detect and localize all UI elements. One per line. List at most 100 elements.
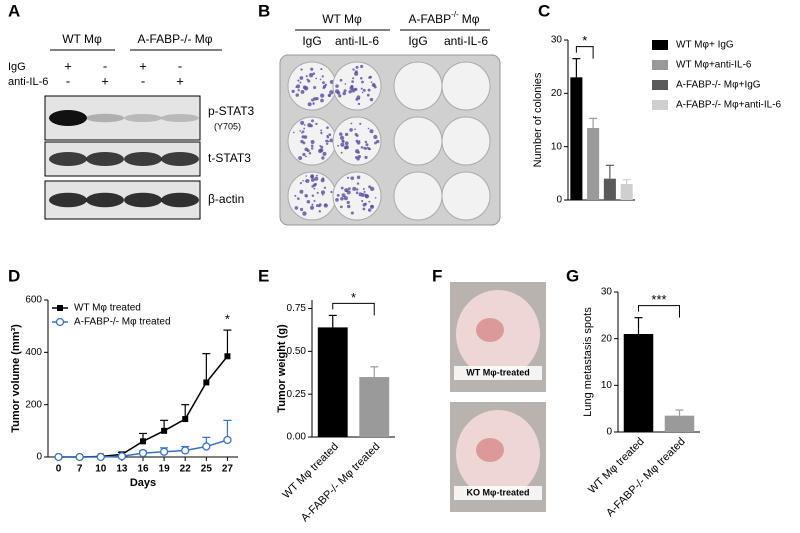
colony xyxy=(360,146,364,149)
colony xyxy=(370,81,373,84)
colony xyxy=(367,127,370,130)
colony xyxy=(354,88,357,90)
colony xyxy=(358,192,363,197)
significance-bracket xyxy=(332,302,375,316)
colony xyxy=(374,141,377,145)
x-tick-label: 16 xyxy=(137,464,149,475)
colony xyxy=(293,131,295,134)
point xyxy=(140,438,146,445)
point xyxy=(55,317,65,327)
colony xyxy=(304,180,307,182)
colony xyxy=(311,203,314,206)
colony xyxy=(325,142,329,145)
colony xyxy=(296,197,300,201)
colony xyxy=(307,102,312,107)
colony xyxy=(357,154,361,159)
y-tick-label: 0.75 xyxy=(287,303,307,314)
blot-band xyxy=(124,114,162,122)
plate-column: IgG xyxy=(302,34,321,48)
point xyxy=(224,353,231,360)
bar xyxy=(664,415,695,432)
well xyxy=(441,61,491,111)
legend-swatch xyxy=(652,40,668,50)
colony xyxy=(319,78,322,81)
point xyxy=(182,416,189,423)
blot-band xyxy=(86,152,124,166)
colony xyxy=(365,143,369,147)
plate-group: A-FABP-/- Mφ xyxy=(408,10,479,26)
colony xyxy=(343,145,348,150)
point xyxy=(75,452,84,462)
group-name: A-FABP xyxy=(408,12,451,26)
bar xyxy=(623,334,654,432)
well xyxy=(441,116,491,166)
colony xyxy=(299,182,302,185)
band-label: (Y705) xyxy=(214,121,241,131)
colony xyxy=(349,128,353,132)
blot-group: A-FABP-/- Mφ xyxy=(137,32,212,46)
panel-label: B xyxy=(258,1,270,20)
bar xyxy=(587,128,600,200)
colony xyxy=(320,93,325,98)
colony xyxy=(361,80,364,84)
blot-band xyxy=(161,152,199,166)
colony xyxy=(339,205,343,209)
colony xyxy=(356,140,361,145)
blot-band xyxy=(86,113,124,123)
colony xyxy=(346,190,351,195)
point xyxy=(203,379,210,386)
colony xyxy=(351,80,354,84)
well xyxy=(332,61,382,111)
colony xyxy=(355,191,359,194)
colony xyxy=(325,139,329,143)
x-tick-label: 22 xyxy=(180,464,192,475)
colony xyxy=(357,102,361,106)
colony xyxy=(336,194,340,197)
colony xyxy=(299,81,302,84)
colony xyxy=(315,174,318,177)
legend-swatch xyxy=(652,100,668,110)
colony xyxy=(360,76,363,80)
colony xyxy=(346,200,350,205)
colony xyxy=(303,124,306,126)
colony xyxy=(364,140,368,144)
x-tick-label: 7 xyxy=(77,464,83,475)
band-label: β-actin xyxy=(208,192,244,206)
lung-spot xyxy=(476,438,504,462)
colony xyxy=(291,89,295,93)
blot-band xyxy=(161,192,199,208)
colony xyxy=(337,144,340,147)
significance-label: *** xyxy=(651,292,666,307)
colony xyxy=(339,78,343,82)
colony xyxy=(344,132,349,137)
blot-group: WT Mφ xyxy=(62,32,102,46)
treatment-mark: - xyxy=(178,58,182,73)
colony xyxy=(362,88,366,92)
colony xyxy=(360,64,364,69)
colony xyxy=(348,90,352,94)
colony xyxy=(316,191,319,194)
bar xyxy=(620,184,633,200)
colony xyxy=(350,211,354,215)
bar xyxy=(359,377,390,437)
colony xyxy=(364,193,367,196)
y-tick-label: 10 xyxy=(551,141,563,152)
photo-caption: KO Mφ-treated xyxy=(467,487,530,497)
x-tick-label: 19 xyxy=(159,464,171,475)
colony xyxy=(313,187,316,190)
plate-column: IgG xyxy=(408,34,427,48)
blot-band xyxy=(49,110,87,126)
point xyxy=(54,452,63,462)
y-tick-label: 0.50 xyxy=(287,346,307,357)
point xyxy=(57,305,63,311)
y-tick-label: 30 xyxy=(551,35,563,46)
colony xyxy=(367,208,372,212)
y-tick-label: 20 xyxy=(551,88,563,99)
x-axis-label: Days xyxy=(130,477,156,489)
colony xyxy=(303,127,306,130)
colony xyxy=(306,199,311,204)
y-tick-label: 200 xyxy=(25,399,42,410)
colony xyxy=(369,204,375,209)
point xyxy=(138,448,148,458)
colony xyxy=(330,190,333,194)
